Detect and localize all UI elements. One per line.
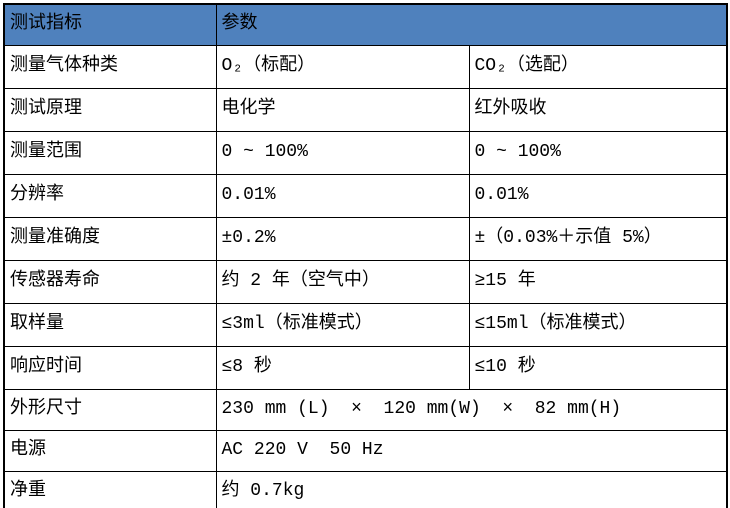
row-label: 电源: [3, 430, 217, 472]
row-measuring-range: 测量范围 0 ~ 100% 0 ~ 100%: [3, 131, 728, 175]
param-cell-o2: 约 2 年（空气中）: [215, 260, 470, 304]
param-cell-co2: ≥15 年: [468, 260, 728, 304]
param-cell-o2: ±0.2%: [215, 217, 470, 261]
param-cell-o2: O₂（标配）: [215, 45, 470, 89]
row-dimensions: 外形尺寸 230 mm (L) × 120 mm(W) × 82 mm(H): [3, 389, 728, 431]
spec-table: 测试指标 参数 测量气体种类 O₂（标配） CO₂（选配） 测试原理 电化学 红…: [3, 3, 728, 508]
param-cell-co2: ≤10 秒: [468, 346, 728, 390]
row-label: 分辨率: [3, 174, 217, 218]
header-cell-indicator: 测试指标: [3, 3, 217, 46]
row-label: 测试原理: [3, 88, 217, 132]
row-label: 传感器寿命: [3, 260, 217, 304]
param-cell-co2: CO₂（选配）: [468, 45, 728, 89]
row-label: 净重: [3, 471, 217, 508]
param-cell-o2: ≤8 秒: [215, 346, 470, 390]
row-power-supply: 电源 AC 220 V 50 Hz: [3, 430, 728, 472]
param-cell-co2: 红外吸收: [468, 88, 728, 132]
row-measured-gas-type: 测量气体种类 O₂（标配） CO₂（选配）: [3, 45, 728, 89]
param-cell-co2: 0.01%: [468, 174, 728, 218]
param-cell-o2: 0 ~ 100%: [215, 131, 470, 175]
row-response-time: 响应时间 ≤8 秒 ≤10 秒: [3, 346, 728, 390]
header-row: 测试指标 参数: [3, 3, 728, 46]
row-label: 测量准确度: [3, 217, 217, 261]
param-cell-o2: 0.01%: [215, 174, 470, 218]
param-cell-co2: ≤15ml（标准模式）: [468, 303, 728, 347]
row-sample-volume: 取样量 ≤3ml（标准模式） ≤15ml（标准模式）: [3, 303, 728, 347]
row-test-principle: 测试原理 电化学 红外吸收: [3, 88, 728, 132]
row-sensor-life: 传感器寿命 约 2 年（空气中） ≥15 年: [3, 260, 728, 304]
row-net-weight: 净重 约 0.7kg: [3, 471, 728, 508]
param-cell-o2: 电化学: [215, 88, 470, 132]
param-cell-co2: 0 ~ 100%: [468, 131, 728, 175]
param-cell-full: 230 mm (L) × 120 mm(W) × 82 mm(H): [215, 389, 728, 431]
param-cell-full: 约 0.7kg: [215, 471, 728, 508]
row-label: 响应时间: [3, 346, 217, 390]
row-accuracy: 测量准确度 ±0.2% ±（0.03%＋示值 5%）: [3, 217, 728, 261]
row-label: 外形尺寸: [3, 389, 217, 431]
row-label: 测量范围: [3, 131, 217, 175]
row-resolution: 分辨率 0.01% 0.01%: [3, 174, 728, 218]
row-label: 测量气体种类: [3, 45, 217, 89]
param-cell-full: AC 220 V 50 Hz: [215, 430, 728, 472]
row-label: 取样量: [3, 303, 217, 347]
param-cell-o2: ≤3ml（标准模式）: [215, 303, 470, 347]
param-cell-co2: ±（0.03%＋示值 5%）: [468, 217, 728, 261]
header-cell-parameter: 参数: [215, 3, 728, 46]
